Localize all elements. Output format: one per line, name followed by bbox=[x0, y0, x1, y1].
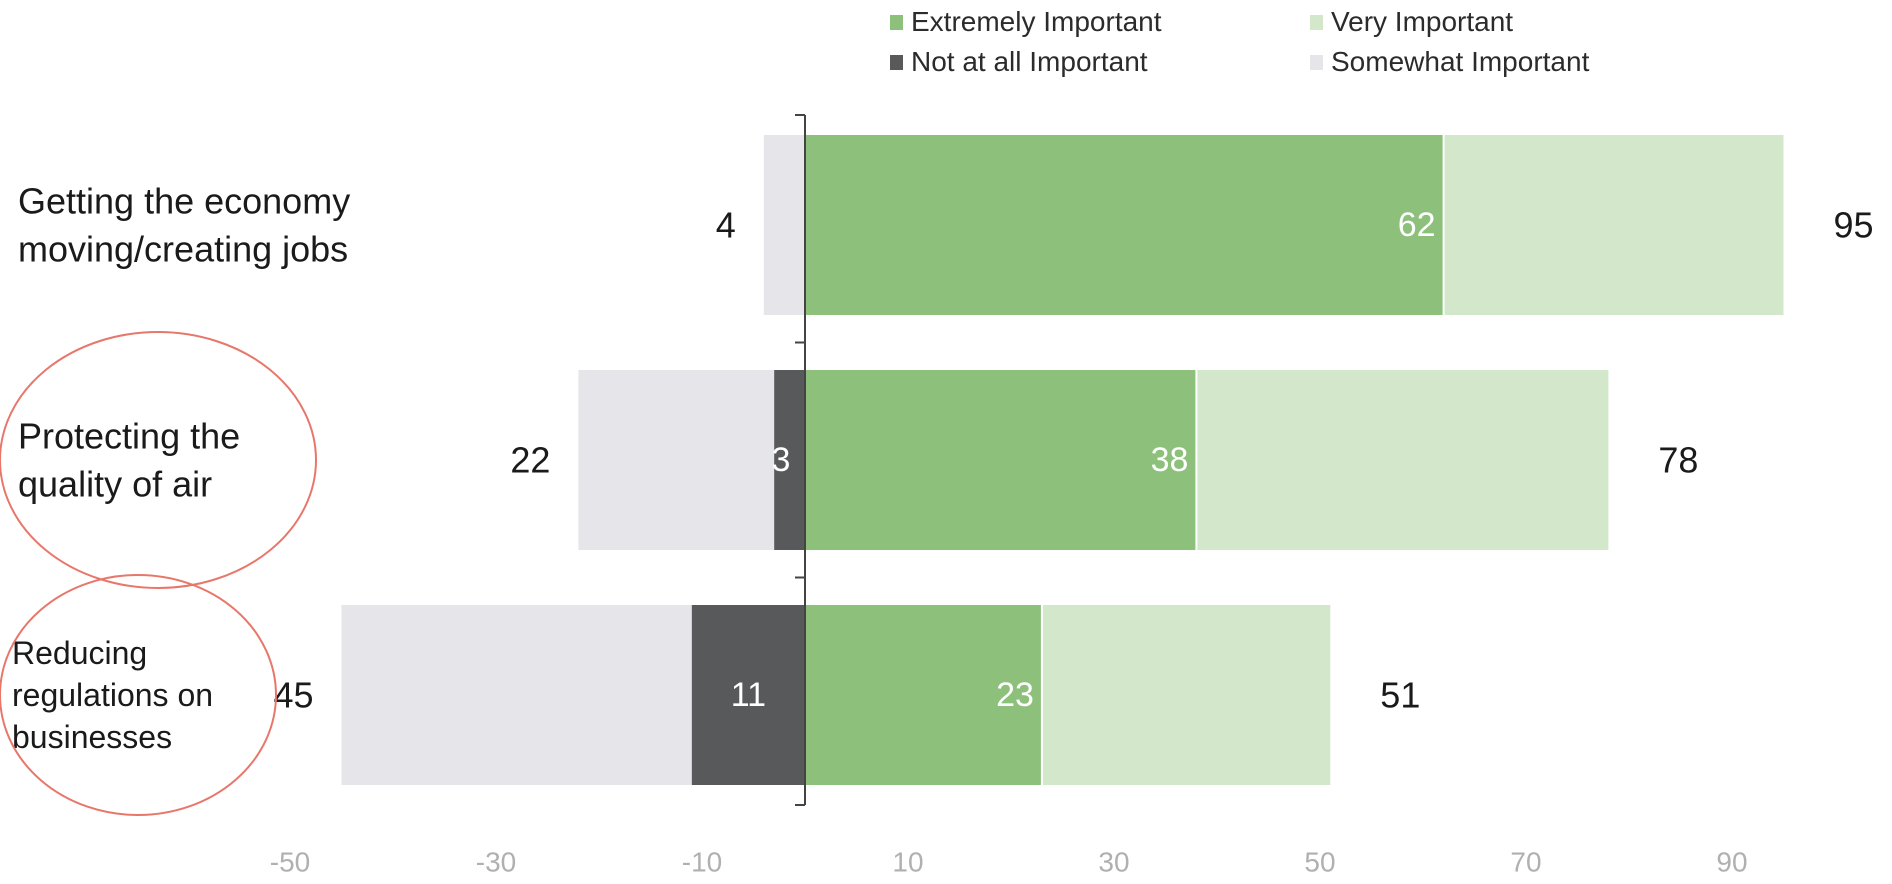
total-important-label: 78 bbox=[1658, 440, 1698, 481]
x-tick-label: 10 bbox=[892, 847, 923, 878]
legend-label: Somewhat Important bbox=[1331, 46, 1590, 77]
legend-item-not-at-all-important: Not at all Important bbox=[890, 46, 1148, 78]
x-tick-label: 90 bbox=[1716, 847, 1747, 878]
legend-swatch bbox=[1310, 54, 1323, 70]
legend-swatch bbox=[1310, 14, 1323, 30]
category-label: businesses bbox=[12, 719, 172, 755]
x-tick-label: -10 bbox=[682, 847, 722, 878]
x-tick-label: -30 bbox=[476, 847, 516, 878]
x-tick-label: 70 bbox=[1510, 847, 1541, 878]
legend: Extremely Important Very Important Not a… bbox=[890, 6, 1650, 86]
x-tick-label: 30 bbox=[1098, 847, 1129, 878]
bar-very-important bbox=[1041, 605, 1331, 785]
total-not-important-label: 4 bbox=[716, 205, 736, 246]
legend-item-somewhat-important: Somewhat Important bbox=[1310, 46, 1589, 78]
legend-label: Not at all Important bbox=[911, 46, 1148, 77]
total-important-label: 95 bbox=[1834, 205, 1874, 246]
total-not-important-label: 45 bbox=[273, 675, 313, 716]
bar-extremely-important bbox=[805, 135, 1444, 315]
highlight-circle bbox=[0, 331, 317, 589]
bar-somewhat-important bbox=[341, 605, 692, 785]
category-label: quality of air bbox=[18, 464, 212, 505]
category-label: Protecting the bbox=[18, 416, 240, 457]
bar-not-at-all-important bbox=[691, 605, 805, 785]
bar-not-at-all-important bbox=[774, 370, 805, 550]
data-label-not-at-all: 11 bbox=[731, 676, 766, 714]
bar-very-important bbox=[1196, 370, 1609, 550]
bar-very-important bbox=[1443, 135, 1784, 315]
data-label-extremely: 62 bbox=[1398, 206, 1436, 244]
category-label: moving/creating jobs bbox=[18, 229, 348, 270]
category-label: Reducing bbox=[12, 635, 147, 671]
highlight-circle bbox=[0, 574, 277, 816]
total-important-label: 51 bbox=[1380, 675, 1420, 716]
category-label: regulations on bbox=[12, 677, 213, 713]
category-label: Getting the economy bbox=[18, 181, 350, 222]
bar-extremely-important bbox=[805, 605, 1042, 785]
total-not-important-label: 22 bbox=[510, 440, 550, 481]
bar-extremely-important bbox=[805, 370, 1197, 550]
x-tick-label: -50 bbox=[270, 847, 310, 878]
legend-swatch bbox=[890, 54, 903, 70]
bar-somewhat-important bbox=[763, 135, 805, 315]
data-label-not-at-all: 3 bbox=[772, 441, 791, 479]
legend-label: Extremely Important bbox=[911, 6, 1162, 37]
bar-somewhat-important bbox=[578, 370, 775, 550]
data-label-extremely: 23 bbox=[996, 676, 1034, 714]
legend-item-very-important: Very Important bbox=[1310, 6, 1513, 38]
legend-swatch bbox=[890, 14, 903, 30]
data-label-extremely: 38 bbox=[1151, 441, 1189, 479]
x-tick-label: 50 bbox=[1304, 847, 1335, 878]
legend-label: Very Important bbox=[1331, 6, 1514, 37]
legend-item-extremely-important: Extremely Important bbox=[890, 6, 1162, 38]
